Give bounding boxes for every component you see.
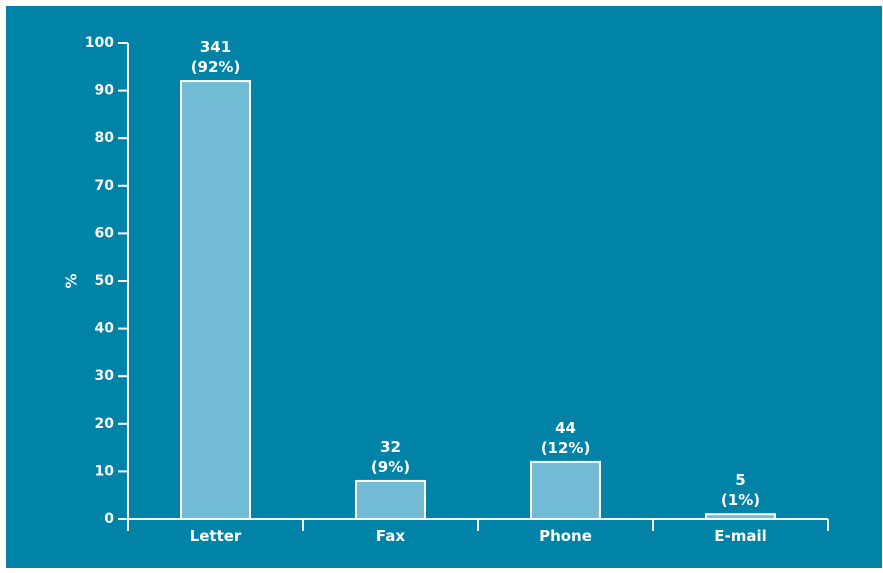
y-tick-label: 80 [95, 130, 115, 146]
chart-panel: % 0 10 20 30 40 50 60 70 80 90 100 Letter Fax Phone E… [6, 6, 882, 568]
y-tick-label: 100 [85, 35, 114, 51]
y-tick-label: 30 [95, 368, 115, 384]
y-tick-label: 70 [95, 178, 115, 194]
bar-chart: % 0 10 20 30 40 50 60 70 80 90 100 Letter Fax Phone E… [6, 6, 882, 568]
chart-background [6, 6, 882, 568]
y-tick-label: 0 [104, 511, 114, 527]
bar-letter [180, 80, 251, 521]
y-axis: 0 10 20 30 40 50 60 70 80 90 100 [85, 35, 129, 527]
bar-phone [530, 460, 601, 521]
data-label-count: 44 [555, 419, 576, 437]
data-labels: 341 (92%) 32 (9%) 44 (12%) 5 (1%) [191, 38, 760, 509]
x-tick-label: Phone [539, 527, 592, 545]
y-tick-label: 60 [95, 225, 115, 241]
x-tick-label: Fax [376, 527, 405, 545]
data-label-percent: (1%) [721, 491, 760, 509]
y-tick-label: 20 [95, 416, 115, 432]
y-tick-label: 50 [95, 273, 115, 289]
y-tick-label: 40 [95, 321, 115, 337]
data-label-percent: (92%) [191, 58, 241, 76]
x-tick-label: E-mail [714, 527, 767, 545]
y-tick-label: 90 [95, 83, 115, 99]
y-axis-label: % [63, 273, 81, 288]
bar-e-mail [705, 513, 776, 520]
x-tick-label: Letter [190, 527, 242, 545]
data-label-count: 5 [735, 471, 745, 489]
data-label-percent: (9%) [371, 458, 410, 476]
data-label-count: 341 [200, 38, 231, 56]
bars [180, 80, 776, 521]
data-label-count: 32 [380, 438, 401, 456]
bar-fax [355, 479, 426, 521]
y-tick-label: 10 [95, 463, 115, 479]
data-label-percent: (12%) [541, 439, 591, 457]
